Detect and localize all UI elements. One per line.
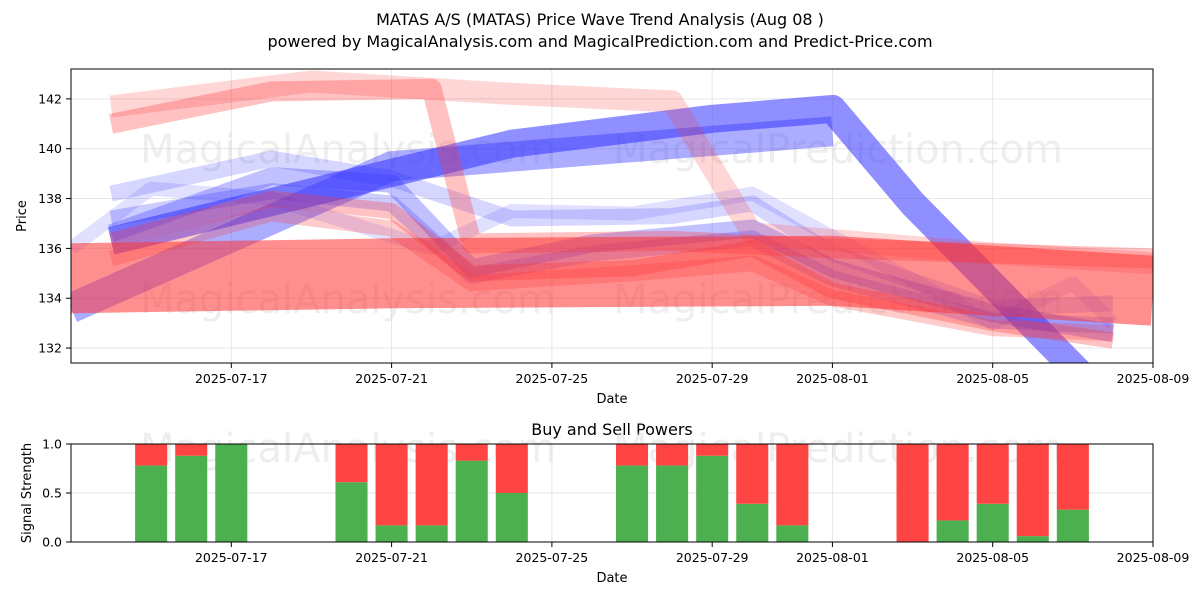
price-x-axis-label: Date: [596, 392, 627, 407]
signal-bars: [135, 444, 1089, 542]
price-y-tick-label: 132: [38, 341, 62, 356]
price-x-tick-label: 2025-07-21: [355, 371, 428, 386]
signal-panel: Buy and Sell Powers MagicalAnalysis.com …: [20, 420, 1189, 586]
signal-y-tick-label: 0.0: [42, 535, 62, 550]
buy-bar: [175, 455, 208, 542]
down-wave-line-9: [109, 190, 1115, 349]
signal-y-ticks: 0.0 0.5 1.0: [42, 437, 71, 550]
buy-bar: [616, 465, 649, 542]
signal-x-tick-label: 2025-07-21: [355, 550, 428, 565]
price-x-tick-label: 2025-08-01: [796, 371, 869, 386]
sell-bar: [375, 444, 408, 526]
buy-bar: [1056, 509, 1089, 542]
price-y-tick-label: 142: [38, 91, 62, 106]
down-wave-line-10: [108, 205, 1114, 342]
signal-x-tick-label: 2025-07-17: [195, 550, 268, 565]
sell-bar: [415, 444, 448, 526]
buy-bar: [1016, 536, 1049, 542]
price-panel: MagicalAnalysis.com MagicalPrediction.co…: [15, 68, 1189, 407]
sell-bar: [936, 444, 969, 521]
chart-subtitle: powered by MagicalAnalysis.com and Magic…: [267, 32, 932, 51]
price-x-tick-label: 2025-07-25: [516, 371, 589, 386]
sell-bar: [135, 444, 168, 466]
price-x-tick-label: 2025-07-17: [195, 371, 268, 386]
buy-bar: [776, 525, 809, 542]
price-waves: [71, 70, 1153, 363]
price-x-tick-label: 2025-08-09: [1117, 371, 1190, 386]
price-x-tick-label: 2025-08-05: [956, 371, 1029, 386]
signal-x-axis-label: Date: [596, 571, 627, 586]
price-y-tick-label: 134: [38, 291, 62, 306]
sell-bar: [976, 444, 1009, 504]
signal-y-tick-label: 0.5: [42, 486, 62, 501]
signal-y-tick-label: 1.0: [42, 437, 62, 452]
sell-bar: [776, 444, 809, 526]
sell-bar: [495, 444, 528, 493]
sell-bar: [1056, 444, 1089, 510]
sell-bar: [896, 444, 929, 542]
price-x-tick-label: 2025-07-29: [676, 371, 749, 386]
price-y-tick-label: 136: [38, 241, 62, 256]
buy-bar: [415, 525, 448, 542]
price-x-ticks: 2025-07-17 2025-07-21 2025-07-25 2025-07-29…: [195, 363, 1189, 386]
buy-bar: [736, 503, 769, 542]
buy-bar: [936, 520, 969, 542]
signal-title: Buy and Sell Powers: [531, 420, 693, 439]
signal-x-tick-label: 2025-08-01: [796, 550, 869, 565]
buy-bar: [656, 465, 689, 542]
buy-bar: [455, 460, 488, 542]
buy-bar: [696, 455, 729, 542]
sell-bar: [656, 444, 689, 466]
chart-title: MATAS A/S (MATAS) Price Wave Trend Analy…: [376, 10, 824, 29]
signal-x-ticks: 2025-07-17 2025-07-21 2025-07-25 2025-07-29…: [195, 542, 1189, 565]
buy-bar: [135, 465, 168, 542]
sell-bar: [175, 444, 208, 456]
signal-x-tick-label: 2025-07-25: [516, 550, 589, 565]
signal-x-tick-label: 2025-07-29: [676, 550, 749, 565]
signal-y-axis-label: Signal Strength: [20, 443, 35, 543]
sell-bar: [455, 444, 488, 461]
sell-bar: [616, 444, 649, 466]
buy-bar: [335, 482, 368, 542]
price-y-axis-label: Price: [15, 200, 30, 232]
price-y-ticks: 132 134 136 138 140 142: [38, 91, 71, 356]
price-y-tick-label: 138: [38, 191, 62, 206]
sell-bar: [1016, 444, 1049, 537]
buy-bar: [375, 525, 408, 542]
signal-x-tick-label: 2025-08-09: [1117, 550, 1190, 565]
sell-bar: [736, 444, 769, 504]
price-y-tick-label: 140: [38, 141, 62, 156]
buy-bar: [215, 444, 248, 542]
sell-bar: [696, 444, 729, 456]
sell-bar: [335, 444, 368, 483]
price-plot-frame: [70, 68, 1154, 364]
buy-bar: [976, 503, 1009, 542]
buy-bar: [495, 493, 528, 542]
signal-x-tick-label: 2025-08-05: [956, 550, 1029, 565]
down-wave-line-8: [71, 235, 1153, 326]
